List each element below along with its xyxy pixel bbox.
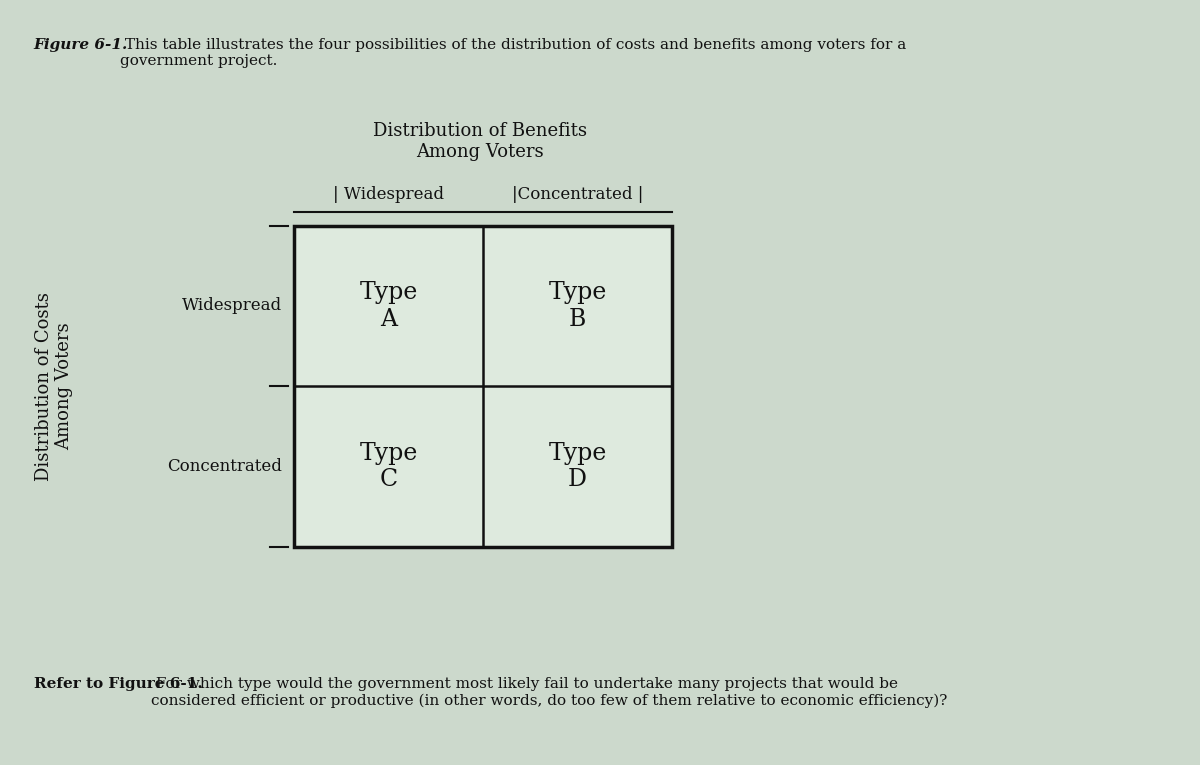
Text: | Widespread: | Widespread bbox=[334, 186, 444, 203]
Text: |Concentrated |: |Concentrated | bbox=[512, 186, 643, 203]
Text: Distribution of Costs
Among Voters: Distribution of Costs Among Voters bbox=[35, 292, 73, 480]
Text: Refer to Figure 6-1.: Refer to Figure 6-1. bbox=[34, 677, 203, 691]
Text: This table illustrates the four possibilities of the distribution of costs and b: This table illustrates the four possibil… bbox=[120, 38, 906, 68]
Text: Type
A: Type A bbox=[359, 282, 418, 330]
Text: For which type would the government most likely fail to undertake many projects : For which type would the government most… bbox=[151, 677, 948, 708]
Text: Type
D: Type D bbox=[548, 442, 607, 491]
Text: Widespread: Widespread bbox=[182, 298, 282, 314]
Text: Type
B: Type B bbox=[548, 282, 607, 330]
Text: Distribution of Benefits
Among Voters: Distribution of Benefits Among Voters bbox=[373, 122, 587, 161]
Text: Concentrated: Concentrated bbox=[167, 458, 282, 475]
Text: Type
C: Type C bbox=[359, 442, 418, 491]
Text: Figure 6-1.: Figure 6-1. bbox=[34, 38, 128, 52]
